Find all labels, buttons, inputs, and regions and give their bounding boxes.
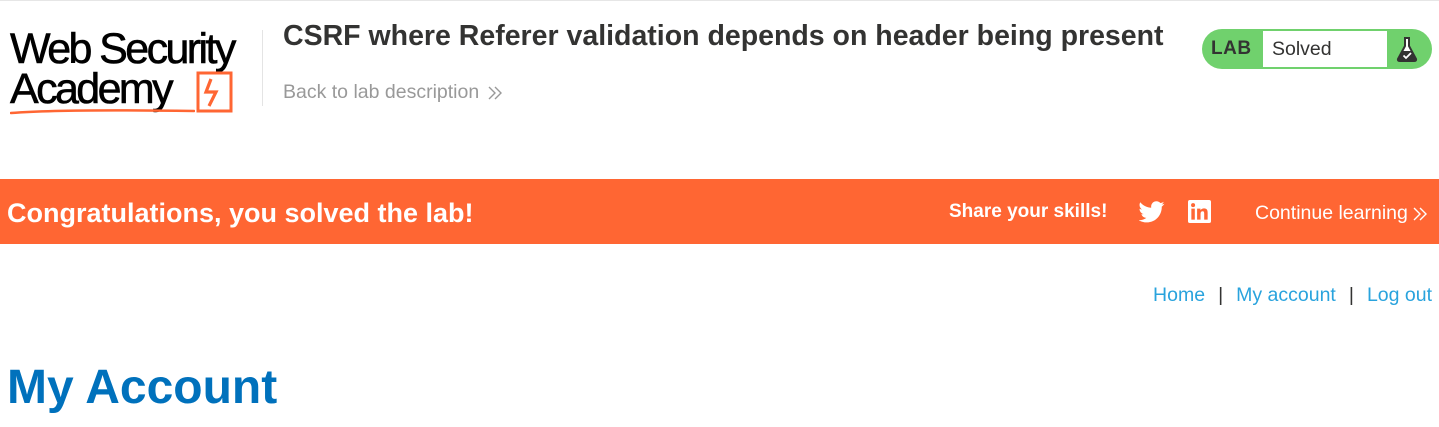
- solved-banner: Congratulations, you solved the lab! Sha…: [0, 179, 1439, 244]
- logo-line-1: Web Security: [10, 25, 237, 73]
- lab-tag: LAB: [1211, 38, 1252, 59]
- nav-separator: |: [1218, 284, 1224, 306]
- back-link-label: Back to lab description: [283, 81, 480, 103]
- logo-line-2: Academy: [10, 65, 174, 113]
- top-navigation: Home | My account | Log out: [1153, 284, 1432, 307]
- nav-my-account-link[interactable]: My account: [1236, 284, 1336, 306]
- chevron-right-double-icon: [1413, 207, 1427, 220]
- lab-status-label: Solved: [1263, 31, 1387, 67]
- lab-title: CSRF where Referer validation depends on…: [283, 20, 1164, 52]
- lab-status-widget: LAB Solved: [1202, 29, 1432, 69]
- continue-learning-label: Continue learning: [1255, 202, 1408, 224]
- academy-logo[interactable]: Web Security Academy: [10, 27, 260, 117]
- back-to-lab-description-link[interactable]: Back to lab description: [283, 81, 503, 104]
- nav-log-out-link[interactable]: Log out: [1366, 284, 1432, 306]
- logo-underline-icon: [10, 109, 195, 115]
- nav-separator: |: [1348, 284, 1354, 306]
- chevron-right-double-icon: [488, 86, 503, 99]
- bolt-icon: [196, 71, 233, 113]
- nav-home-link[interactable]: Home: [1153, 284, 1206, 306]
- share-skills-label: Share your skills!: [949, 201, 1108, 222]
- twitter-icon: [1138, 201, 1165, 223]
- flask-icon: [1396, 37, 1418, 62]
- congratulations-message: Congratulations, you solved the lab!: [7, 198, 474, 228]
- page-title: My Account: [7, 361, 278, 414]
- linkedin-icon: [1188, 200, 1211, 223]
- linkedin-share-button[interactable]: [1188, 200, 1211, 228]
- top-border: [0, 0, 1439, 1]
- continue-learning-link[interactable]: Continue learning: [1255, 202, 1428, 225]
- twitter-share-button[interactable]: [1138, 201, 1165, 228]
- header-divider: [262, 30, 263, 106]
